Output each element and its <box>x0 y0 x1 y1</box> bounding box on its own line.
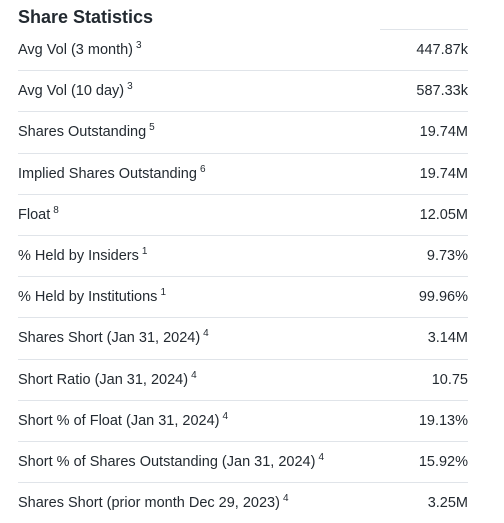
row-value: 587.33k <box>358 70 468 113</box>
row-value: 15.92% <box>358 441 468 484</box>
row-value: 19.13% <box>358 400 468 442</box>
table-row: Shares Outstanding 5 19.74M <box>18 111 468 154</box>
table-row: Shares Short (prior month Dec 29, 2023) 4… <box>18 483 468 523</box>
table-row: Implied Shares Outstanding 6 19.74M <box>18 153 468 195</box>
table-row: Short % of Float (Jan 31, 2024) 4 19.13% <box>18 400 468 442</box>
footnote-marker: 4 <box>191 369 197 381</box>
footnote-marker: 1 <box>160 287 166 299</box>
table-row: % Held by Insiders 1 9.73% <box>18 235 468 278</box>
row-value: 99.96% <box>358 276 468 319</box>
table-row: Shares Short (Jan 31, 2024) 4 3.14M <box>18 317 468 360</box>
row-value: 447.87k <box>358 30 468 72</box>
footnote-marker: 4 <box>203 328 209 340</box>
footnote-marker: 4 <box>318 451 324 463</box>
row-label: Short % of Float (Jan 31, 2024) <box>18 412 220 429</box>
row-value: 9.73% <box>358 235 468 278</box>
row-value: 3.14M <box>358 317 468 360</box>
row-value: 19.74M <box>358 153 468 195</box>
row-label: Implied Shares Outstanding <box>18 165 197 182</box>
table-row: Avg Vol (10 day) 3 587.33k <box>18 70 468 113</box>
footnote-marker: 1 <box>141 246 148 258</box>
row-label: Avg Vol (10 day) <box>18 83 125 100</box>
row-label: Shares Short (prior month Dec 29, 2023) <box>18 495 280 512</box>
row-value: 10.75 <box>358 359 468 401</box>
table-row: Float 8 12.05M <box>18 194 468 236</box>
row-label-cell: Avg Vol (10 day) 3 <box>18 70 358 113</box>
row-label-cell: Avg Vol (3 month) 3 <box>18 30 358 72</box>
row-label-cell: Short % of Shares Outstanding (Jan 31, 2… <box>18 441 358 484</box>
row-label: % Held by Institutions <box>18 289 158 306</box>
row-label: Avg Vol (3 month) <box>18 42 133 59</box>
row-label-cell: % Held by Insiders 1 <box>18 235 358 278</box>
row-label-cell: Short % of Float (Jan 31, 2024) 4 <box>18 400 358 442</box>
share-statistics-panel: Share Statistics Avg Vol (3 month) 3 447.… <box>18 7 468 511</box>
table-row: Avg Vol (3 month) 3 447.87k <box>18 30 468 72</box>
section-title: Share Statistics <box>18 7 154 27</box>
row-label: Shares Outstanding <box>18 124 147 141</box>
footnote-marker: 3 <box>136 40 142 52</box>
row-label: Float <box>18 206 51 223</box>
table-row: Short % of Shares Outstanding (Jan 31, 2… <box>18 441 468 484</box>
footnote-marker: 3 <box>127 81 133 93</box>
footnote-marker: 6 <box>199 163 206 175</box>
row-label: Short % of Shares Outstanding (Jan 31, 2… <box>18 453 316 470</box>
row-value: 3.25M <box>427 495 468 512</box>
table-row: % Held by Institutions 1 99.96% <box>18 276 468 319</box>
footnote-marker: 5 <box>149 122 155 134</box>
footnote-marker: 4 <box>282 493 289 505</box>
table-row: Short Ratio (Jan 31, 2024) 4 10.75 <box>18 359 468 401</box>
row-label-cell: Float 8 <box>18 194 358 236</box>
row-value: 19.74M <box>358 111 468 154</box>
title-divider <box>380 29 468 30</box>
row-label: Shares Short (Jan 31, 2024) <box>18 330 201 347</box>
footnote-marker: 8 <box>53 204 59 216</box>
row-label-cell: Shares Outstanding 5 <box>18 111 358 154</box>
row-value: 12.05M <box>358 194 468 236</box>
row-label-cell: Short Ratio (Jan 31, 2024) 4 <box>18 359 358 401</box>
row-label-cell: % Held by Institutions 1 <box>18 276 358 319</box>
footnote-marker: 4 <box>222 410 229 422</box>
row-label-cell: Implied Shares Outstanding 6 <box>18 153 358 195</box>
share-statistics-table: Avg Vol (3 month) 3 447.87k Avg Vol (10 d… <box>18 30 468 523</box>
row-label: Short Ratio (Jan 31, 2024) <box>18 371 189 388</box>
row-label: % Held by Insiders <box>18 248 139 265</box>
row-label-cell: Shares Short (Jan 31, 2024) 4 <box>18 317 358 360</box>
row-label-cell: Shares Short (prior month Dec 29, 2023) 4 <box>18 483 358 523</box>
